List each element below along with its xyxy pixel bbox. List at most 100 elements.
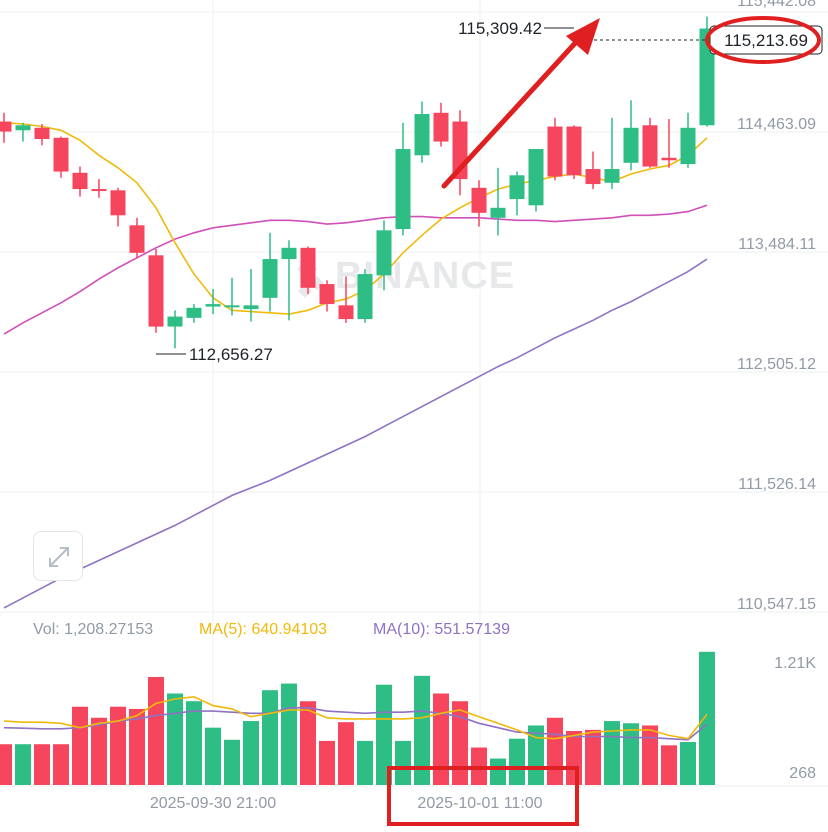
- volume-bar: [167, 693, 183, 785]
- time-axis-label: 2025-09-30 21:00: [150, 795, 276, 812]
- candle-body: [414, 114, 430, 156]
- volume-bar: [319, 740, 335, 785]
- expand-icon: [49, 547, 69, 567]
- candle-body: [680, 127, 696, 165]
- candle-body: [72, 172, 88, 190]
- candle-body: [0, 121, 12, 132]
- candle-body: [167, 316, 183, 327]
- volume-axis-label: 1.21K: [774, 655, 816, 672]
- volume-bar: [262, 690, 278, 785]
- volume-bar: [186, 701, 202, 785]
- expand-chart-button[interactable]: [33, 531, 83, 581]
- high-marker-label: 115,309.42: [458, 19, 542, 38]
- volume-bar: [528, 725, 544, 785]
- volume-bar: [338, 722, 354, 785]
- volume-bar: [661, 745, 677, 785]
- candle-body: [129, 225, 145, 253]
- candle-body: [262, 259, 278, 298]
- candle-body: [566, 126, 582, 176]
- low-marker-label: 112,656.27: [189, 345, 273, 364]
- price-axis-label: 115,442.08: [737, 0, 816, 10]
- time-axis-label: 2025-10-01 11:00: [417, 795, 542, 812]
- volume-legend-vol: Vol: 1,208.27153: [33, 621, 153, 638]
- current-price-tag[interactable]: [709, 25, 823, 55]
- volume-bar: [642, 725, 658, 785]
- volume-bar: [452, 701, 468, 785]
- volume-bar: [680, 742, 696, 785]
- annotation-box: [387, 766, 579, 826]
- candle-body: [642, 125, 658, 167]
- candle-body: [91, 189, 107, 192]
- candle-body: [528, 149, 544, 206]
- candle-body: [433, 112, 449, 142]
- volume-bar: [72, 706, 88, 785]
- price-axis-label: 112,505.12: [737, 356, 816, 373]
- volume-bar: [0, 744, 12, 785]
- volume-bar: [395, 740, 411, 785]
- volume-ma10-line: [3, 706, 708, 741]
- volume-bar: [699, 651, 715, 785]
- volume-bar: [205, 727, 221, 785]
- price-axis-label: 114,463.09: [737, 116, 816, 133]
- candle-body: [338, 305, 354, 320]
- volume-bar: [490, 758, 506, 785]
- candle-body: [319, 284, 335, 305]
- volume-bar: [91, 717, 107, 785]
- ma-mid-line: [3, 204, 708, 335]
- candle-body: [357, 274, 373, 320]
- volume-bar: [15, 744, 31, 785]
- volume-bar: [414, 675, 430, 785]
- candle-body: [661, 157, 677, 161]
- candle-body: [395, 149, 411, 230]
- volume-legend-ma10: MA(10): 551.57139: [373, 621, 510, 638]
- candle-body: [53, 137, 69, 172]
- candle-body: [547, 126, 563, 177]
- candle-body: [300, 247, 316, 288]
- volume-bar: [357, 740, 373, 785]
- candle-body: [281, 247, 297, 260]
- volume-bar: [566, 730, 582, 785]
- price-axis-label: 113,484.11: [738, 236, 816, 253]
- volume-bar: [547, 717, 563, 785]
- candle-body: [490, 207, 506, 218]
- candle-body: [148, 255, 164, 327]
- volume-bar: [300, 701, 316, 785]
- candle-body: [623, 127, 639, 163]
- annotation-arrowhead: [566, 18, 600, 55]
- candle-body: [110, 190, 126, 216]
- volume-bar: [585, 729, 601, 785]
- volume-bar: [34, 744, 50, 785]
- volume-bar: [433, 693, 449, 785]
- volume-legend-ma5: MA(5): 640.94103: [199, 621, 327, 638]
- volume-bar: [623, 723, 639, 785]
- annotation-arrow: [441, 37, 581, 189]
- candle-body: [224, 305, 240, 308]
- candle-body: [471, 187, 487, 213]
- candle-body: [604, 169, 620, 183]
- volume-bar: [148, 676, 164, 785]
- candle-body: [186, 307, 202, 318]
- volume-bar: [281, 683, 297, 785]
- candle-body: [205, 304, 221, 307]
- volume-bar: [129, 708, 145, 785]
- candle-body: [15, 125, 31, 131]
- volume-ma5-line: [3, 695, 708, 740]
- candle-body: [585, 169, 601, 185]
- volume-bar: [110, 706, 126, 785]
- volume-axis-label: 268: [789, 765, 816, 782]
- candle-body: [243, 305, 259, 310]
- volume-bar: [243, 721, 259, 785]
- volume-bar: [376, 684, 392, 785]
- candle-body: [509, 175, 525, 200]
- volume-bar: [224, 739, 240, 785]
- volume-bar: [53, 744, 69, 785]
- price-axis-label: 110,547.15: [737, 596, 816, 613]
- candle-body: [376, 230, 392, 276]
- price-axis-label: 111,526.14: [738, 476, 816, 493]
- candle-body: [34, 127, 50, 140]
- volume-bar: [509, 738, 525, 785]
- current-price-label: 115,213.69: [724, 31, 808, 50]
- annotation-circle: [705, 16, 821, 64]
- ma-slow-line: [3, 258, 708, 609]
